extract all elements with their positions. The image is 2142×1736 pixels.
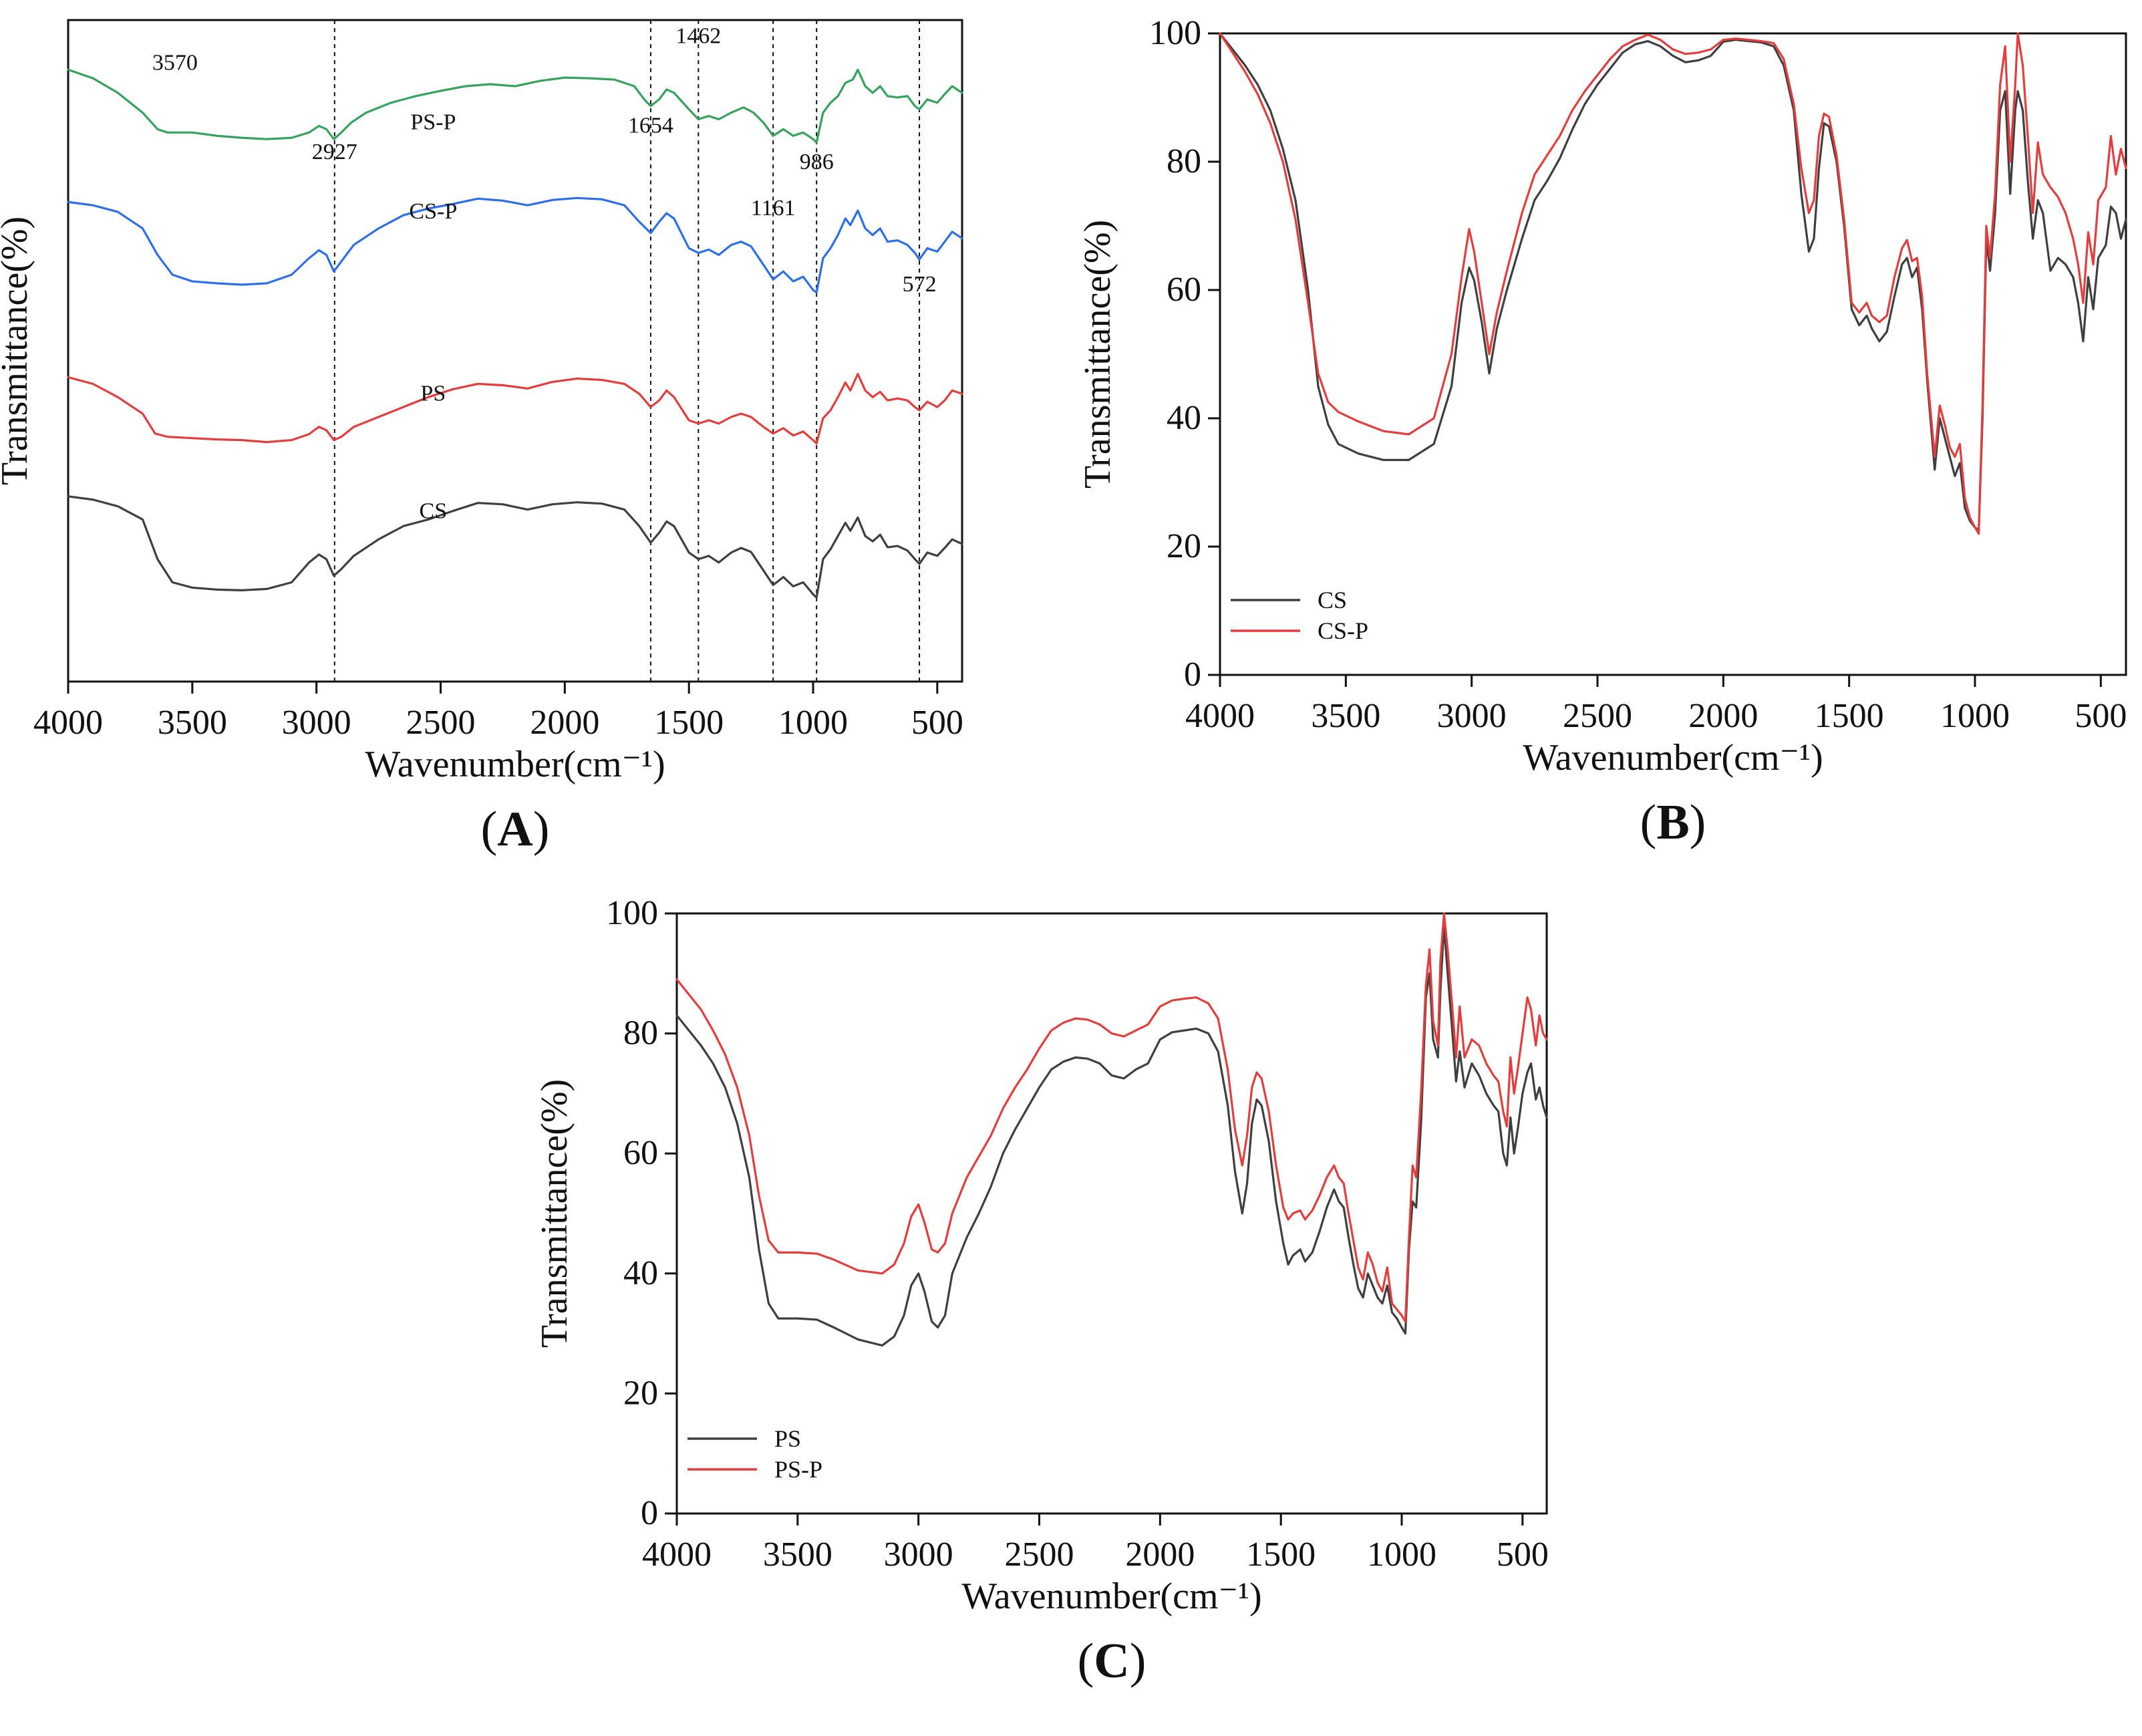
panel-b-x-axis-label: Wavenumber(cm⁻¹) — [1523, 737, 1823, 778]
panel-c-series-ps — [675, 924, 1548, 1347]
panel-c-x-axis-label: Wavenumber(cm⁻¹) — [961, 1576, 1261, 1617]
panel-c: 4000 3500 3000 2500 2000 1500 1000 500 0 20 40 60 80… — [534, 894, 1549, 1689]
panel-b-series-cs — [1219, 32, 2127, 532]
panel-c-y-axis-label: Transmittance(%) — [534, 1079, 575, 1348]
panel-c-frame — [675, 912, 1548, 1515]
panel-c-y-tick-label: 0 — [641, 1494, 658, 1532]
panel-a-x-tick-label: 3000 — [282, 704, 351, 742]
peak-annotation: 572 — [903, 272, 937, 297]
panel-c-legend-label: PS-P — [774, 1456, 822, 1483]
peak-annotation: 1654 — [628, 113, 673, 138]
panel-a-x-tick-label: 1000 — [778, 704, 848, 742]
panel-a-series-label-ps: PS — [420, 381, 446, 406]
peak-annotation: 3570 — [152, 50, 198, 75]
panel-a-series-label-cs: CS — [420, 498, 448, 523]
panel-a-x-tick-label: 1500 — [654, 704, 724, 742]
peak-annotation: 1462 — [675, 24, 721, 49]
panel-b-y-tick-label: 20 — [1167, 527, 1201, 565]
panel-b-y-tick-label: 60 — [1167, 271, 1201, 309]
panel-b-x-tick-label: 2500 — [1563, 697, 1632, 735]
panel-a-series-cs-p — [67, 196, 963, 294]
panel-a-series-ps-p — [67, 68, 963, 144]
panel-c-x-tick-label: 3000 — [884, 1536, 953, 1574]
panel-c-x-tick-label: 500 — [1497, 1536, 1549, 1574]
panel-c-legend-label: PS — [774, 1425, 801, 1452]
panel-c-y-tick-label: 40 — [623, 1254, 658, 1292]
panel-c-x-tick-label: 3500 — [763, 1536, 832, 1574]
panel-b-x-tick-label: 3000 — [1437, 697, 1507, 735]
panel-a-series-cs — [67, 495, 963, 599]
panel-a: 4000 3500 3000 2500 2000 1500 1000 500 Wavenumbe… — [0, 19, 963, 857]
panel-label-b: (B) — [1640, 795, 1706, 850]
panel-c-x-tick-label: 1500 — [1246, 1536, 1316, 1574]
panel-b-x-tick-label: 1500 — [1815, 697, 1884, 735]
panel-c-y-tick-label: 20 — [623, 1374, 658, 1412]
panel-b-legend-label: CS — [1318, 587, 1347, 613]
panel-a-x-tick-label: 4000 — [33, 704, 103, 742]
panel-c-y-tick-label: 60 — [623, 1134, 658, 1172]
panel-c-x-tick-label: 4000 — [642, 1536, 712, 1574]
panel-b-legend-label: CS-P — [1318, 617, 1368, 644]
peak-annotation: 2927 — [312, 140, 357, 164]
peak-annotation: 1161 — [751, 196, 796, 221]
panel-c-x-tick-label: 2500 — [1005, 1536, 1074, 1574]
panel-a-frame — [67, 19, 963, 683]
panel-b-y-axis-label: Transmittance(%) — [1077, 220, 1118, 488]
panel-c-y-tick-label: 100 — [606, 894, 658, 932]
panel-a-x-tick-label: 2000 — [530, 704, 599, 742]
panel-b-y-tick-label: 0 — [1184, 656, 1201, 694]
panel-c-x-tick-label: 2000 — [1125, 1536, 1195, 1574]
panel-label-a: (A) — [481, 802, 550, 857]
panel-b-x-tick-label: 2000 — [1688, 697, 1758, 735]
panel-b: 4000 3500 3000 2500 2000 1500 1000 500 0 20 40 60 80… — [1077, 14, 2127, 850]
panel-a-x-axis-label: Wavenumber(cm⁻¹) — [365, 744, 665, 785]
panel-a-series-label-cs-p: CS-P — [409, 199, 457, 224]
panel-a-y-axis-label: Transmittance(%) — [0, 216, 35, 485]
panel-a-x-tick-label: 3500 — [158, 704, 227, 742]
panel-b-x-tick-label: 4000 — [1185, 697, 1255, 735]
panel-b-frame — [1219, 32, 2127, 676]
panel-a-series-label-ps-p: PS-P — [410, 110, 456, 134]
panel-a-series-ps — [67, 373, 963, 445]
panel-b-series-cs-p — [1219, 32, 2127, 535]
panel-b-x-tick-label: 500 — [2075, 697, 2127, 735]
panel-c-x-tick-label: 1000 — [1367, 1536, 1436, 1574]
panel-a-x-tick-label: 500 — [911, 704, 963, 742]
panel-c-y-tick-label: 80 — [623, 1014, 658, 1052]
panel-b-x-tick-label: 1000 — [1940, 697, 2010, 735]
panel-b-y-tick-label: 80 — [1167, 142, 1201, 180]
panel-label-c: (C) — [1078, 1634, 1146, 1689]
panel-b-y-tick-label: 40 — [1167, 399, 1201, 437]
panel-c-series-ps-p — [675, 912, 1548, 1323]
panel-b-x-tick-label: 3500 — [1311, 697, 1380, 735]
panel-a-x-tick-label: 2500 — [406, 704, 476, 742]
peak-annotation: 986 — [800, 150, 834, 174]
panel-b-y-tick-label: 100 — [1149, 14, 1201, 52]
